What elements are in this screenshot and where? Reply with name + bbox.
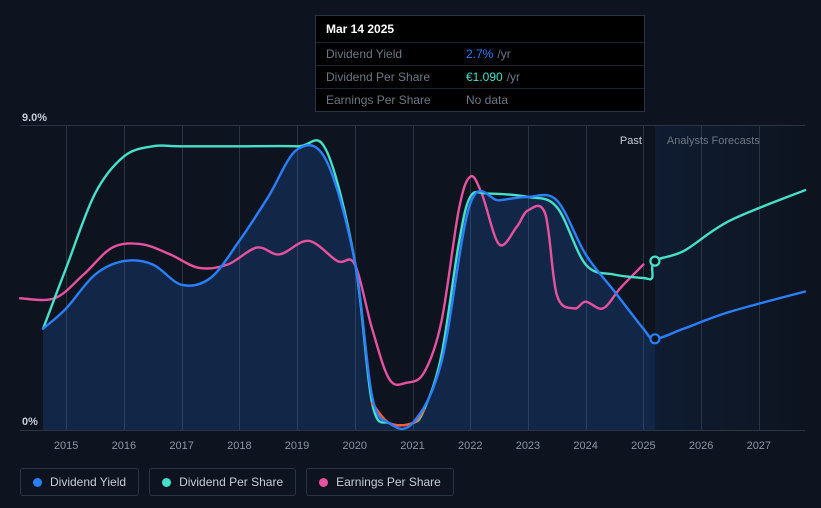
dividend_per_share-marker	[650, 257, 659, 266]
tooltip-value: No data	[466, 93, 508, 107]
chart-legend: Dividend Yield Dividend Per Share Earnings…	[20, 468, 454, 496]
x-axis-label: 2024	[573, 440, 597, 452]
x-axis-label: 2016	[112, 440, 136, 452]
chart-plot	[20, 126, 805, 430]
legend-dot	[162, 478, 171, 487]
x-axis-label: 2018	[227, 440, 251, 452]
y-axis-label: 9.0%	[22, 112, 47, 124]
tooltip-date: Mar 14 2025	[316, 16, 644, 42]
legend-label: Earnings Per Share	[336, 475, 441, 489]
dividend-chart: 2015 2016 2017 2018 2019 2020 2021 2022 2023 2024…	[0, 100, 821, 460]
tooltip-suffix: /yr	[507, 70, 520, 84]
legend-dot	[319, 478, 328, 487]
tooltip-value: 2.7%	[466, 47, 493, 61]
legend-item[interactable]: Dividend Per Share	[149, 468, 296, 496]
x-axis-label: 2019	[285, 440, 309, 452]
x-axis-label: 2015	[54, 440, 78, 452]
tooltip-row: Earnings Per ShareNo data	[316, 88, 644, 111]
x-axis-label: 2017	[169, 440, 193, 452]
dividend_yield-marker	[650, 334, 659, 343]
legend-label: Dividend Yield	[50, 475, 126, 489]
x-axis-label: 2022	[458, 440, 482, 452]
legend-item[interactable]: Earnings Per Share	[306, 468, 454, 496]
x-axis-label: 2020	[343, 440, 367, 452]
x-axis-label: 2027	[747, 440, 771, 452]
yield-area	[43, 145, 655, 430]
legend-label: Dividend Per Share	[179, 475, 283, 489]
x-axis-label: 2025	[631, 440, 655, 452]
tooltip-row: Dividend Yield2.7% /yr	[316, 42, 644, 65]
tooltip-label: Earnings Per Share	[326, 93, 466, 107]
tooltip-label: Dividend Per Share	[326, 70, 466, 84]
tooltip-suffix: /yr	[497, 47, 510, 61]
x-axis-label: 2026	[689, 440, 713, 452]
legend-dot	[33, 478, 42, 487]
chart-tooltip: Mar 14 2025 Dividend Yield2.7%/yrDividen…	[315, 15, 645, 112]
tooltip-label: Dividend Yield	[326, 47, 466, 61]
x-axis-label: 2021	[400, 440, 424, 452]
axis-bottom	[20, 430, 805, 431]
legend-item[interactable]: Dividend Yield	[20, 468, 139, 496]
x-axis-label: 2023	[516, 440, 540, 452]
tooltip-value: €1.090	[466, 70, 503, 84]
tooltip-row: Dividend Per Share€1.090/yr	[316, 65, 644, 88]
